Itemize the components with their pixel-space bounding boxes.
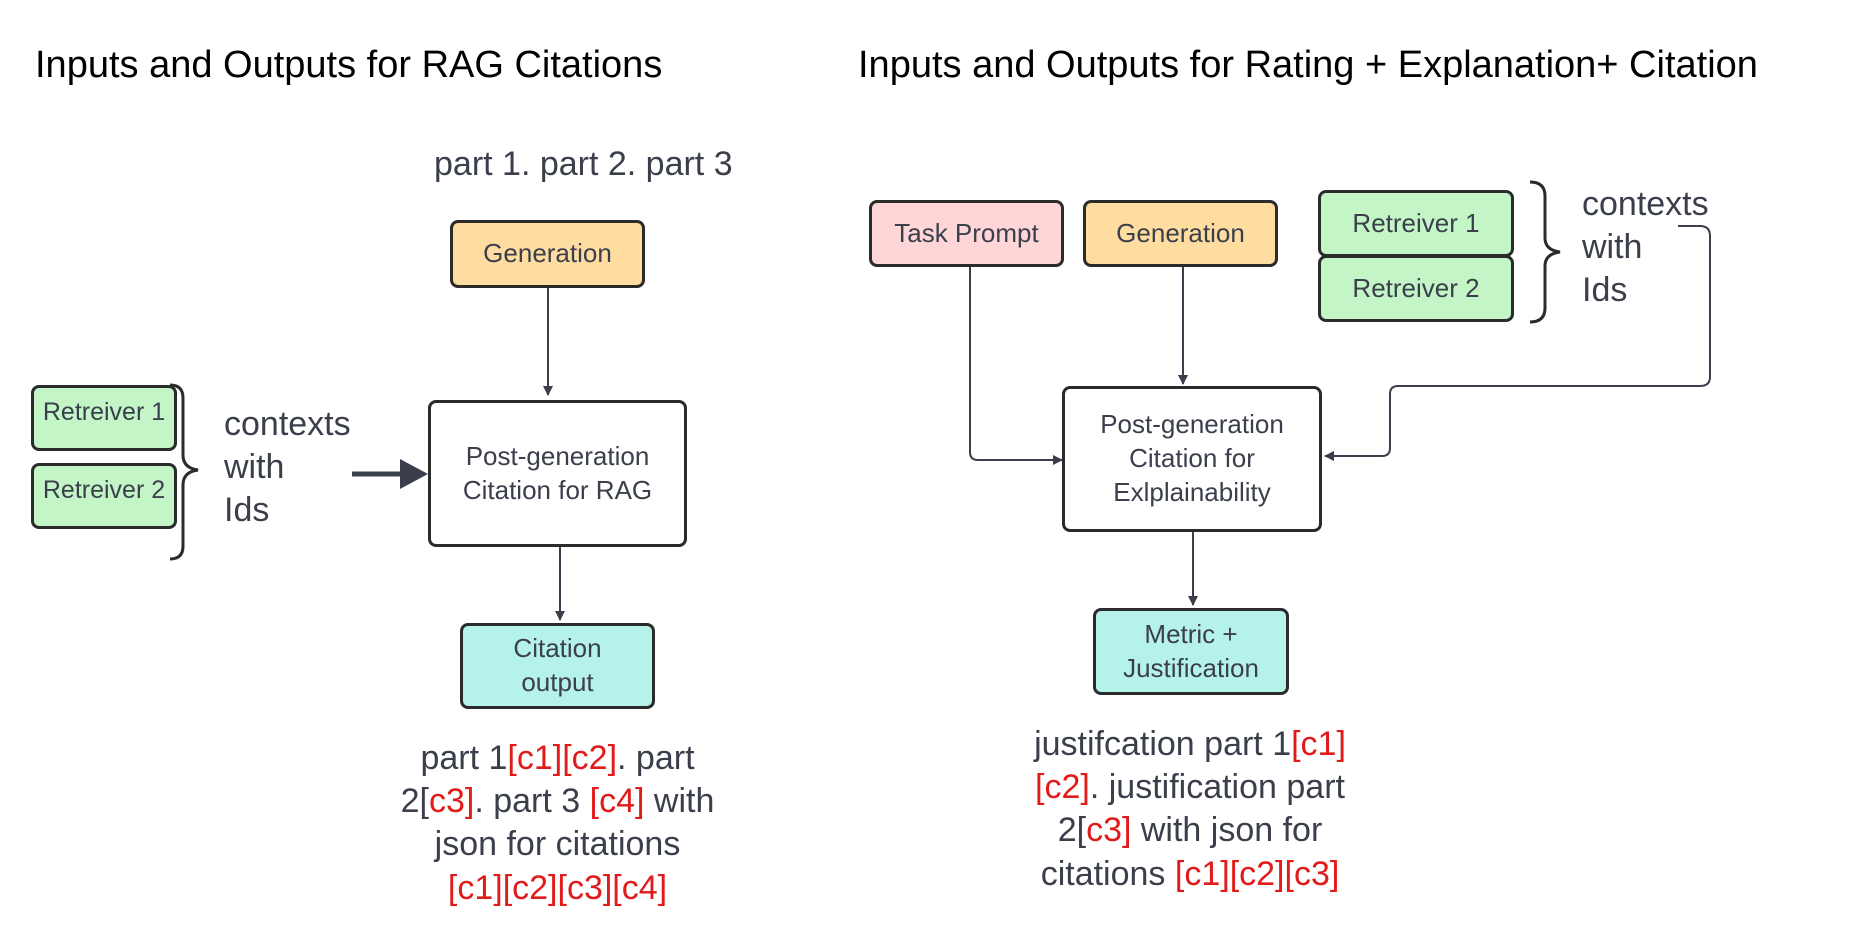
left-diagram-title: Inputs and Outputs for RAG Citations — [35, 44, 663, 86]
right-retriever-1-box: Retreiver 1 — [1318, 190, 1514, 257]
left-retriever-1-box: Retreiver 1 — [31, 385, 177, 451]
arrow-contexts-to-process-right — [1324, 225, 1711, 461]
right-result-cite-2: c3] — [1086, 811, 1132, 850]
right-contexts-line-1: contexts — [1582, 185, 1709, 223]
left-contexts-line-1: contexts — [224, 405, 351, 443]
right-contexts-line-3: Ids — [1582, 271, 1628, 310]
right-result-seg-3: with json for citations — [1040, 811, 1323, 893]
arrow-task-prompt-to-process — [969, 267, 1063, 465]
left-result-seg-2: . part 2[ — [400, 739, 695, 821]
right-task-prompt-box: Task Prompt — [869, 200, 1064, 267]
left-result-seg-1: part 1 — [420, 739, 508, 777]
right-process-box: Post-generation Citation for Exlplainabi… — [1062, 386, 1322, 532]
right-contexts-line-2: with — [1582, 228, 1643, 267]
right-contexts-label: contexts with Ids — [1582, 183, 1709, 313]
right-result-cite-1: [c1][c2] — [1035, 725, 1346, 807]
right-retriever-2-box: Retreiver 2 — [1318, 255, 1514, 322]
left-result-seg-4: with json for citations — [434, 782, 715, 864]
right-retriever-brace — [1529, 180, 1561, 324]
right-result-cite-3: [c1][c2][c3] — [1174, 854, 1340, 893]
left-result-cite-1: [c1][c2] — [507, 739, 618, 777]
left-contexts-line-2: with — [224, 448, 285, 487]
left-contexts-line-3: Ids — [224, 491, 270, 530]
right-result-seg-2: . justification part 2[ — [1057, 768, 1345, 850]
left-output-box: Citation output — [460, 623, 655, 709]
left-generation-box: Generation — [450, 220, 645, 288]
left-result-seg-3: . part 3 — [474, 782, 590, 821]
left-result-cite-2: c3] — [428, 782, 475, 821]
left-result-cite-4: [c1][c2][c3][c4] — [447, 868, 668, 907]
right-diagram-title: Inputs and Outputs for Rating + Explanat… — [858, 44, 1758, 86]
left-parts-caption: part 1. part 2. part 3 — [434, 145, 733, 183]
right-result-seg-1: justifcation part 1 — [1034, 725, 1292, 763]
arrow-contexts-head — [400, 459, 428, 489]
left-retriever-2-box: Retreiver 2 — [31, 463, 177, 529]
right-output-box: Metric + Justification — [1093, 608, 1289, 695]
left-result-text: part 1[c1][c2]. part 2[c3]. part 3 [c4] … — [375, 737, 740, 910]
left-result-cite-3: [c4] — [589, 782, 645, 821]
right-generation-box: Generation — [1083, 200, 1278, 267]
left-process-box: Post-generation Citation for RAG — [428, 400, 687, 547]
left-contexts-label: contexts with Ids — [224, 403, 351, 533]
right-result-text: justifcation part 1[c1][c2]. justificati… — [1005, 723, 1375, 896]
left-retriever-brace — [169, 383, 199, 561]
